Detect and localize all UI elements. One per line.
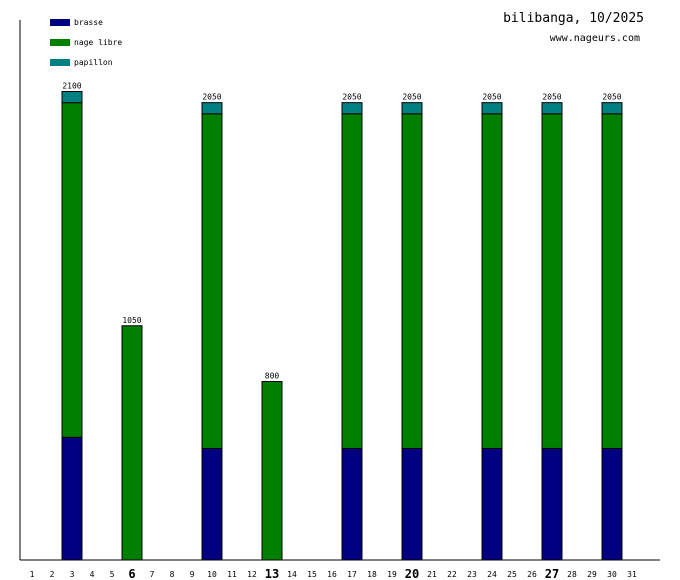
total-label-day-3: 2100 bbox=[62, 82, 81, 91]
legend-swatch-nage-libre bbox=[50, 39, 70, 46]
bar-papillon-day-17 bbox=[341, 102, 363, 115]
total-labels: 2100 1050 2050 800 2050 2050 2050 2050 2050 bbox=[62, 82, 621, 381]
bar-papillon-day-27 bbox=[541, 102, 563, 115]
bar-nage-libre-day-24 bbox=[481, 113, 503, 449]
bar-nage-libre-day-17 bbox=[341, 113, 363, 449]
legend-label-brasse: brasse bbox=[74, 18, 103, 27]
bar-nage-libre-day-27 bbox=[541, 113, 563, 449]
x-tick-labels: 1 2 3 4 5 6 7 8 9 10 11 12 13 14 15 16 17 18 19 20 21 22 23 24 2… bbox=[30, 567, 637, 580]
x-tick-label-21: 21 bbox=[427, 570, 437, 579]
bar-nage-libre-day-3 bbox=[61, 102, 83, 438]
bar-brasse-day-30 bbox=[601, 447, 623, 561]
x-tick-label-22: 22 bbox=[447, 570, 457, 579]
x-tick-label-25: 25 bbox=[507, 570, 517, 579]
total-label-day-27: 2050 bbox=[542, 93, 561, 102]
bars bbox=[61, 91, 623, 561]
x-tick-label-9: 9 bbox=[190, 570, 195, 579]
bar-nage-libre-day-10 bbox=[201, 113, 223, 449]
legend-item-brasse: brasse bbox=[50, 18, 103, 27]
bar-brasse-day-17 bbox=[341, 447, 363, 561]
x-tick-label-14: 14 bbox=[287, 570, 297, 579]
total-label-day-20: 2050 bbox=[402, 93, 421, 102]
x-tick-label-1: 1 bbox=[30, 570, 35, 579]
legend-label-nage-libre: nage libre bbox=[74, 38, 122, 47]
x-tick-label-5: 5 bbox=[110, 570, 115, 579]
total-label-day-24: 2050 bbox=[482, 93, 501, 102]
bar-papillon-day-24 bbox=[481, 102, 503, 115]
x-tick-label-19: 19 bbox=[387, 570, 397, 579]
x-tick-label-28: 28 bbox=[567, 570, 577, 579]
x-tick-label-26: 26 bbox=[527, 570, 537, 579]
bar-brasse-day-27 bbox=[541, 447, 563, 561]
x-tick-label-29: 29 bbox=[587, 570, 597, 579]
x-tick-label-30: 30 bbox=[607, 570, 617, 579]
x-tick-label-4: 4 bbox=[90, 570, 95, 579]
x-tick-label-18: 18 bbox=[367, 570, 377, 579]
total-label-day-30: 2050 bbox=[602, 93, 621, 102]
bar-papillon-day-3 bbox=[61, 91, 83, 104]
x-tick-label-10: 10 bbox=[207, 570, 217, 579]
x-tick-label-3: 3 bbox=[70, 570, 75, 579]
legend: brasse nage libre papillon bbox=[50, 18, 122, 67]
bar-brasse-day-20 bbox=[401, 447, 423, 561]
bar-nage-libre-day-30 bbox=[601, 113, 623, 449]
x-tick-label-20: 20 bbox=[405, 567, 419, 580]
total-label-day-17: 2050 bbox=[342, 93, 361, 102]
bar-papillon-day-20 bbox=[401, 102, 423, 115]
bar-brasse-day-10 bbox=[201, 447, 223, 561]
legend-item-nage-libre: nage libre bbox=[50, 38, 122, 47]
legend-swatch-brasse bbox=[50, 19, 70, 26]
bar-nage-libre-day-20 bbox=[401, 113, 423, 449]
x-tick-label-17: 17 bbox=[347, 570, 357, 579]
x-tick-label-24: 24 bbox=[487, 570, 497, 579]
x-tick-label-27: 27 bbox=[545, 567, 559, 580]
x-tick-label-2: 2 bbox=[50, 570, 55, 579]
bar-papillon-day-30 bbox=[601, 102, 623, 115]
x-tick-label-8: 8 bbox=[170, 570, 175, 579]
x-tick-label-11: 11 bbox=[227, 570, 237, 579]
x-tick-label-12: 12 bbox=[247, 570, 257, 579]
x-tick-label-6: 6 bbox=[128, 567, 135, 580]
bar-papillon-day-10 bbox=[201, 102, 223, 115]
site-url: www.nageurs.com bbox=[550, 33, 640, 44]
legend-swatch-papillon bbox=[50, 59, 70, 66]
chart-title: bilibanga, 10/2025 bbox=[503, 11, 644, 26]
legend-label-papillon: papillon bbox=[74, 58, 113, 67]
total-label-day-10: 2050 bbox=[202, 93, 221, 102]
x-tick-label-16: 16 bbox=[327, 570, 337, 579]
total-label-day-6: 1050 bbox=[122, 316, 141, 325]
x-tick-label-13: 13 bbox=[265, 567, 279, 580]
x-tick-label-23: 23 bbox=[467, 570, 477, 579]
legend-item-papillon: papillon bbox=[50, 58, 113, 67]
bar-nage-libre-day-13 bbox=[261, 381, 283, 561]
bar-nage-libre-day-6 bbox=[121, 325, 143, 561]
x-tick-label-7: 7 bbox=[150, 570, 155, 579]
bar-brasse-day-24 bbox=[481, 447, 503, 561]
bar-brasse-day-3 bbox=[61, 436, 83, 561]
x-tick-label-15: 15 bbox=[307, 570, 317, 579]
x-tick-label-31: 31 bbox=[627, 570, 637, 579]
total-label-day-13: 800 bbox=[265, 372, 280, 381]
